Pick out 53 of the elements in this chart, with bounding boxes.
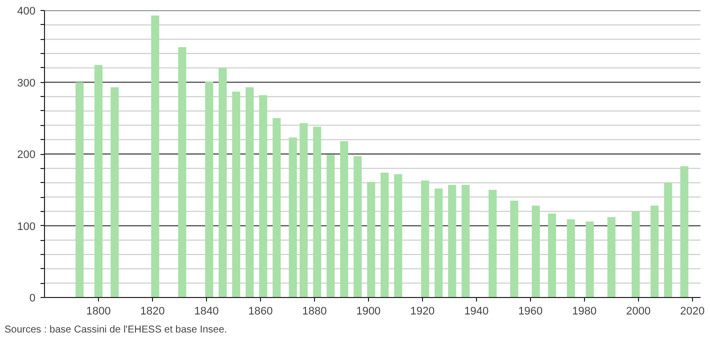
x-tick-label: 1900 [356, 306, 381, 318]
bar [232, 92, 240, 298]
x-tick-label: 1840 [194, 306, 219, 318]
bar [664, 182, 672, 298]
x-tick-label: 1820 [140, 306, 165, 318]
bar [110, 87, 119, 298]
bar [367, 182, 376, 298]
bar [488, 190, 497, 298]
x-tick-label: 1940 [464, 306, 489, 318]
bar [434, 188, 443, 298]
bar [76, 82, 84, 298]
x-tick-label: 2000 [626, 306, 651, 318]
y-tick-label: 200 [17, 149, 36, 161]
x-tick-label: 1920 [410, 306, 435, 318]
y-tick-label: 0 [29, 292, 36, 304]
bar [380, 172, 389, 298]
bar [288, 137, 297, 298]
bar [94, 65, 103, 298]
bar [246, 87, 254, 298]
x-tick-label: 1980 [572, 306, 597, 318]
source-note: Sources : base Cassini de l'EHESS et base Insee. [4, 324, 228, 336]
y-tick-label: 400 [17, 6, 36, 18]
bar [313, 126, 322, 298]
x-tick-label: 1960 [518, 306, 543, 318]
y-tick-label: 100 [17, 220, 36, 233]
y-tick-label: 300 [17, 77, 36, 90]
bar [650, 206, 659, 298]
bar [178, 47, 186, 298]
bar [566, 219, 575, 298]
x-tick-label: 2020 [680, 306, 705, 318]
bar [586, 221, 594, 298]
bar [448, 184, 456, 298]
bar [607, 217, 616, 298]
bar [354, 156, 362, 298]
bar [300, 123, 308, 298]
x-tick-label: 1860 [248, 306, 273, 318]
bar [151, 16, 160, 298]
bar [510, 200, 518, 298]
bar [462, 184, 470, 298]
bar [259, 95, 268, 298]
x-tick-label: 1880 [302, 306, 327, 318]
bar [394, 174, 402, 298]
bar [421, 180, 430, 298]
x-tick-label: 1800 [86, 306, 111, 318]
bar [532, 206, 540, 298]
bar [205, 82, 214, 298]
bar [272, 118, 281, 298]
bar [632, 211, 640, 298]
bar [680, 166, 688, 298]
bar [218, 68, 227, 298]
bar [340, 141, 348, 298]
bar [326, 154, 335, 298]
bar [548, 214, 556, 298]
